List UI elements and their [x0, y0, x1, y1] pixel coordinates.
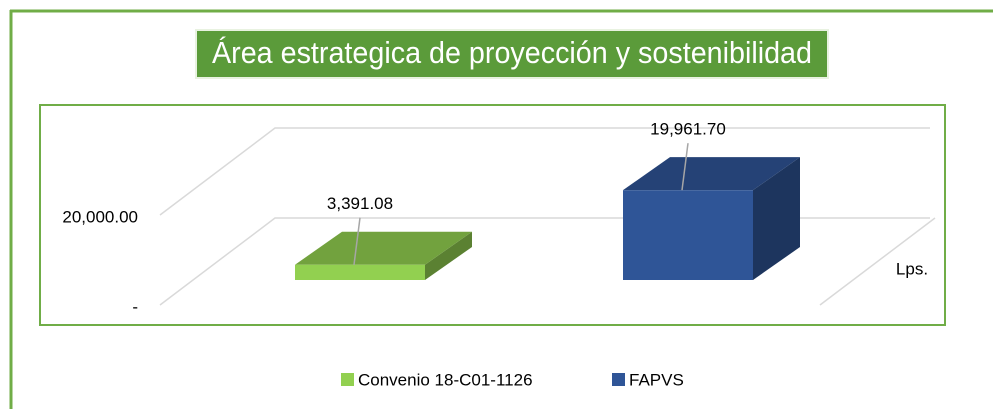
value-label: 19,961.70 [650, 120, 726, 139]
legend-swatch [341, 373, 354, 386]
bar-top [295, 231, 472, 265]
floor-edge [819, 217, 936, 306]
y-tick-label: - [132, 297, 138, 316]
legend-swatch [612, 373, 625, 386]
y-axis-label: Lps. [896, 259, 928, 278]
bar-side [753, 157, 800, 280]
plot-frame [39, 104, 946, 326]
bar [623, 190, 753, 280]
grid-line [159, 127, 930, 216]
legend-label: Convenio 18-C01-1126 [358, 370, 533, 389]
title-box [195, 29, 829, 79]
leader-line [353, 217, 361, 265]
value-label: 3,391.08 [327, 194, 393, 213]
leader-line [681, 143, 689, 191]
bar-side [425, 231, 472, 280]
legend-label: FAPVS [629, 370, 684, 389]
bar-top [623, 157, 800, 191]
chart-title: Área estrategica de proyección y sosteni… [212, 35, 812, 70]
y-tick-label: 20,000.00 [62, 207, 138, 226]
bar [295, 264, 425, 280]
